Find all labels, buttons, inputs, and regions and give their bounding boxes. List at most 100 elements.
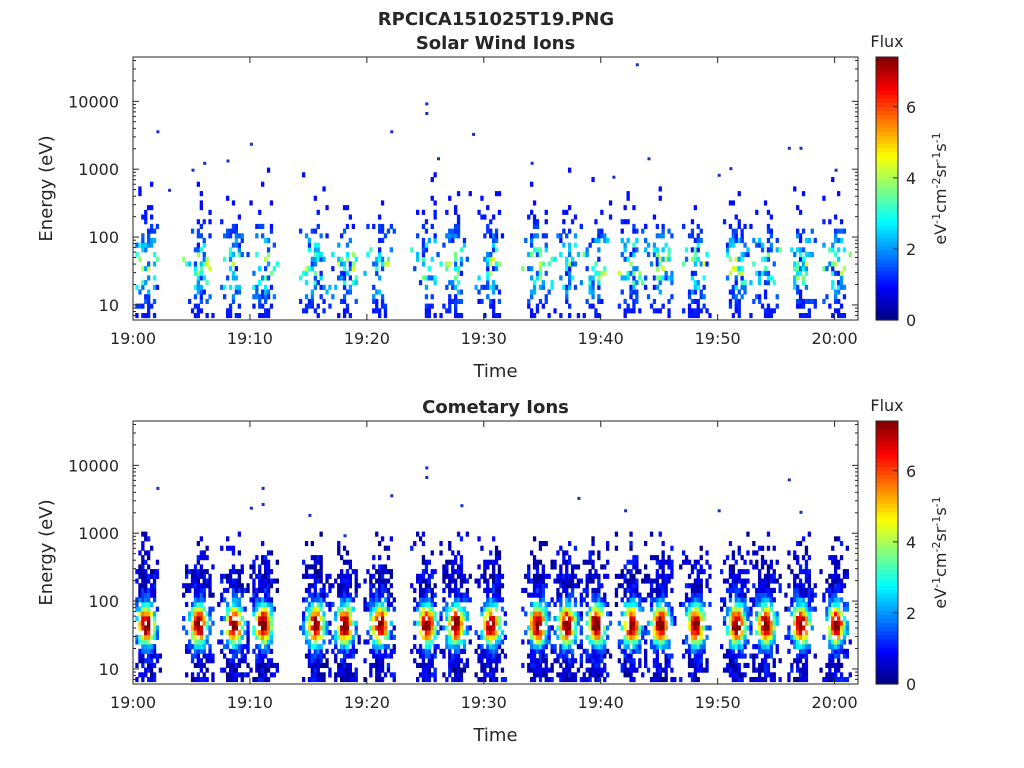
heatmap-cell [728,583,733,589]
heatmap-cell [737,313,741,319]
heatmap-cell [494,237,499,243]
heatmap-cell [264,294,268,300]
heatmap-cell [544,672,548,678]
heatmap-cell [413,644,417,650]
heatmap-cell [658,616,662,622]
heatmap-cell [752,653,756,659]
unit-base: cm [931,553,950,577]
heatmap-cell [497,587,502,593]
heatmap-cell [603,564,607,570]
heatmap-cell [334,644,338,650]
heatmap-cell [632,298,636,304]
heatmap-cell [199,564,203,570]
heatmap-cell [418,662,423,668]
heatmap-cell [658,601,662,607]
heatmap-cell [527,625,531,631]
heatmap-cell [477,536,481,542]
heatmap-cell [684,634,689,640]
heatmap-cell [831,578,835,584]
isolated-point [191,168,195,172]
heatmap-cell [629,308,633,314]
heatmap-cell [147,597,151,603]
heatmap-cell [340,611,344,617]
heatmap-cell [348,597,352,603]
colorbar-segment [876,515,898,521]
heatmap-cell [837,270,841,276]
heatmap-cell [223,233,227,239]
heatmap-cell [316,280,320,286]
heatmap-cell [234,583,238,589]
heatmap-cell [594,597,598,603]
heatmap-cell [459,564,464,570]
heatmap-cell [147,611,151,617]
heatmap-cell [801,313,806,319]
heatmap-cell [658,564,662,570]
heatmap-cell [758,242,762,248]
heatmap-cell [769,587,773,593]
heatmap-cell [199,270,203,276]
heatmap-cell [302,630,306,636]
heatmap-cell [494,620,499,626]
heatmap-cell [728,587,733,593]
heatmap-cell [205,256,209,262]
heatmap-cell [234,597,238,603]
heatmap-cell [389,648,393,654]
heatmap-cell [617,639,621,645]
heatmap-cell [313,578,317,584]
heatmap-cell [573,242,578,248]
heatmap-cell [150,205,154,211]
heatmap-cell [693,625,697,631]
heatmap-cell [150,662,154,668]
heatmap-cell [138,625,142,631]
heatmap-cell [234,569,238,575]
heatmap-cell [582,313,586,319]
colorbar-segment [876,626,898,632]
heatmap-cell [255,634,259,640]
heatmap-cell [796,630,800,636]
heatmap-cell [316,611,320,617]
heatmap-cell [658,672,662,678]
heatmap-cell [801,275,806,281]
heatmap-cell [383,630,388,636]
heatmap-cell [834,289,838,295]
heatmap-cell [684,597,689,603]
heatmap-cell [626,667,630,673]
heatmap-cell [342,658,347,664]
heatmap-cell [658,625,662,631]
heatmap-cell [760,559,765,565]
heatmap-cell [606,237,610,243]
heatmap-cell [798,252,803,258]
heatmap-cell [793,578,797,584]
heatmap-cell [801,597,806,603]
heatmap-cell [147,578,151,584]
heatmap-cell [606,601,610,607]
heatmap-cell [392,648,396,654]
heatmap-cell [579,653,583,659]
heatmap-cell [600,639,604,645]
heatmap-cell [562,677,566,683]
heatmap-cell [798,611,803,617]
heatmap-cell [261,601,265,607]
heatmap-cell [196,242,200,248]
heatmap-cell [585,648,589,654]
heatmap-cell [597,634,601,640]
heatmap-cell [690,601,695,607]
heatmap-cell [728,611,733,617]
heatmap-cell [588,658,592,664]
heatmap-cell [459,573,464,579]
heatmap-cell [193,644,198,650]
heatmap-cell [556,616,560,622]
heatmap-cell [237,214,241,220]
heatmap-cell [837,536,841,542]
heatmap-cell [588,616,592,622]
heatmap-cell [427,266,431,272]
heatmap-cell [237,583,241,589]
heatmap-cell [734,583,738,589]
heatmap-cell [790,247,794,253]
heatmap-cell [465,531,469,537]
heatmap-cell [576,616,581,622]
heatmap-cell [597,284,601,290]
heatmap-cell [591,662,595,668]
colorbar-segment [876,262,898,268]
heatmap-cell [591,266,595,272]
